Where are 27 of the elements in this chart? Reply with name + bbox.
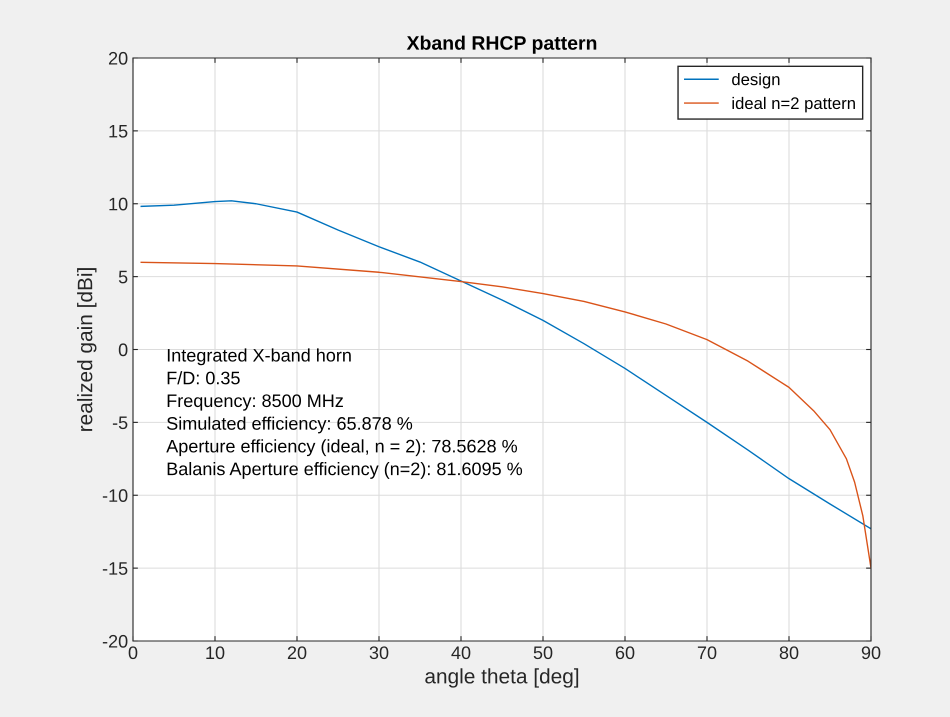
y-tick-label: -20 (102, 634, 128, 648)
x-tick-label: 60 (616, 646, 634, 660)
x-tick-label: 30 (370, 646, 388, 660)
y-tick-label: 0 (118, 343, 128, 356)
x-axis-title: angle theta [deg] (425, 668, 578, 688)
y-tick-label: -15 (102, 562, 128, 575)
x-tick-label: 90 (862, 646, 880, 660)
legend-label: design (732, 73, 780, 89)
line-series (140, 262, 871, 569)
y-tick-label: 10 (109, 198, 128, 210)
y-tick-label: 20 (108, 52, 128, 65)
x-tick-label: 70 (698, 646, 716, 660)
x-tick-label: 20 (288, 646, 306, 660)
chart-title: Xband RHCP pattern (406, 36, 596, 54)
line-series (140, 200, 871, 530)
x-tick-label: 80 (780, 646, 798, 660)
x-tick-label: 50 (534, 646, 552, 660)
y-tick-label: -10 (102, 489, 128, 502)
y-tick-label: 5 (118, 270, 128, 284)
y-axis-title: realized gain [dBi] (77, 268, 96, 431)
x-tick-label: 40 (451, 646, 470, 660)
x-tick-label: 0 (128, 646, 138, 660)
y-tick-label: -5 (112, 416, 128, 430)
y-tick-label: 15 (109, 124, 128, 138)
x-tick-label: 10 (206, 646, 224, 660)
annotation: Integrated X-band horn F/D: 0.35 Frequency: 8500 MHz Simulated efficiency: 65.878 % Aperture efficiency (ideal, n = 2): 78.5628 % Balanis Aperture efficiency (n=2): 81.6095 % (166, 348, 522, 479)
legend-label: ideal n=2 pattern (732, 96, 855, 112)
